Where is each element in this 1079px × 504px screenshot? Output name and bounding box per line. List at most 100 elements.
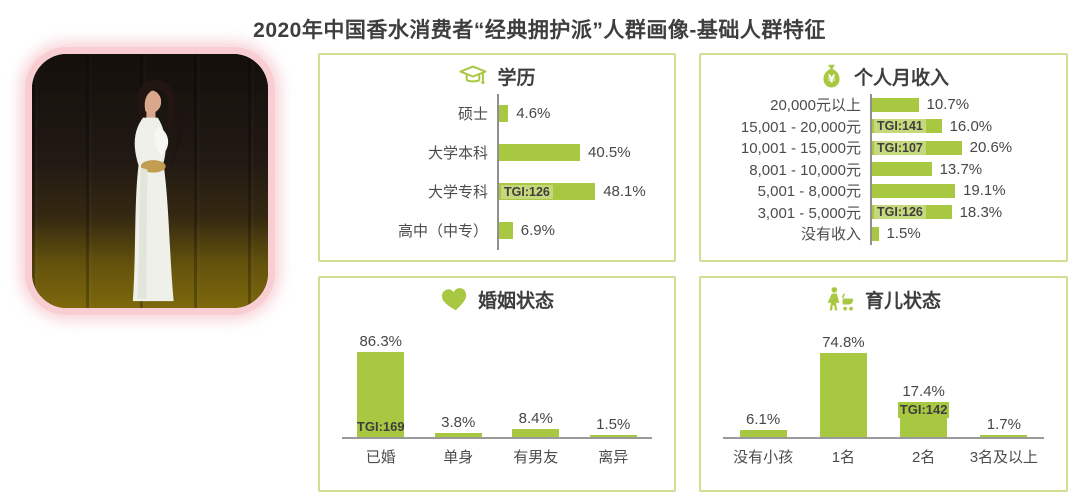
education-panel-header: 学历 (320, 55, 674, 92)
bar (872, 226, 879, 241)
bar-value: 1.7% (986, 416, 1021, 433)
bar: TGI:126 (872, 205, 952, 220)
bar-value: 8.4% (518, 409, 553, 427)
category-label: 1名 (831, 449, 856, 466)
bar-value: 10.7% (926, 96, 970, 114)
chart-row: 3,001 - 5,000元 TGI:126 18.3% (701, 201, 1066, 223)
tgi-badge: TGI:141 (874, 119, 926, 134)
bar (872, 97, 919, 112)
category-label: 高中（中专） (397, 223, 488, 240)
money-bag-icon: ¥ (818, 63, 845, 90)
bar-value: 40.5% (588, 144, 631, 161)
chart-row: 大学本科 40.5% (320, 133, 674, 172)
marriage-panel: 婚姻状态 86.3% TGI:169 3.8% 8.4% 1.5% 已婚 单身 有男友 离异 (318, 276, 676, 492)
graduation-cap-icon (458, 63, 488, 90)
plot-area: 86.3% TGI:169 3.8% 8.4% 1.5% (342, 325, 652, 439)
income-panel-header: ¥ 个人月收入 (701, 55, 1066, 92)
category-label: 硕士 (457, 106, 488, 123)
category-label: 8,001 - 10,000元 (749, 161, 861, 179)
marriage-panel-header: 婚姻状态 (320, 278, 674, 315)
chart-column: 86.3% TGI:169 (342, 333, 420, 437)
category-label: 大学专科 (427, 184, 488, 201)
parenting-panel: 育儿状态 6.1% 74.8% 17.4% TGI:142 1.7% 没有小孩 1名 2名 3名… (699, 276, 1068, 492)
category-label: 大学本科 (427, 145, 488, 162)
bar-track: TGI:126 48.1% (497, 172, 674, 211)
education-chart: 硕士 4.6% 大学本科 40.5% 大学专科 TGI:126 48.1% 高中（中专） 6.9… (320, 94, 674, 250)
chart-row: 硕士 4.6% (320, 94, 674, 133)
bar: TGI:107 (872, 140, 962, 155)
chart-row: 大学专科 TGI:126 48.1% (320, 172, 674, 211)
chart-row: 5,001 - 8,000元 19.1% (701, 180, 1066, 202)
category-label: 3,001 - 5,000元 (757, 204, 861, 222)
plot-area: 6.1% 74.8% 17.4% TGI:142 1.7% (723, 325, 1044, 439)
heart-icon (440, 286, 469, 313)
parenting-chart: 6.1% 74.8% 17.4% TGI:142 1.7% 没有小孩 1名 2名 3名及以上 (701, 325, 1066, 467)
bar: TGI:141 (872, 119, 942, 134)
chart-row: 20,000元以上 10.7% (701, 94, 1066, 116)
marriage-panel-title: 婚姻状态 (477, 291, 554, 312)
bar-track: TGI:126 18.3% (870, 201, 1066, 223)
bar (499, 144, 580, 161)
bar-track: TGI:141 16.0% (870, 115, 1066, 137)
bar-value: 17.4% (902, 382, 945, 400)
page-title: 2020年中国香水消费者“经典拥护派”人群画像-基础人群特征 (253, 19, 826, 42)
chart-column: 3.8% (420, 414, 498, 437)
bar: TGI:169 (356, 352, 405, 437)
bar-value: 4.6% (516, 105, 551, 122)
bar-track: 4.6% (497, 94, 674, 133)
bar-track: 10.7% (870, 94, 1066, 116)
income-chart: 20,000元以上 10.7% 15,001 - 20,000元 TGI:141 16.… (701, 94, 1066, 245)
bar-track: 1.5% (870, 223, 1066, 245)
svg-text:¥: ¥ (828, 72, 836, 85)
bar-value: 18.3% (959, 203, 1003, 221)
chart-column: 74.8% (803, 334, 883, 437)
tgi-badge: TGI:142 (897, 401, 950, 418)
bar (434, 433, 482, 437)
category-label: 3名及以上 (969, 449, 1039, 466)
bar-value: 1.5% (886, 225, 921, 243)
parenting-panel-title: 育儿状态 (864, 291, 941, 312)
bar-value: 19.1% (963, 182, 1006, 200)
chart-column: 17.4% TGI:142 (884, 383, 964, 437)
chart-column: 8.4% (497, 410, 575, 437)
bar (819, 353, 867, 437)
bar (739, 430, 787, 437)
tgi-badge: TGI:169 (356, 419, 405, 434)
category-label: 20,000元以上 (770, 97, 861, 115)
tgi-badge: TGI:107 (874, 140, 926, 155)
bar-value: 3.8% (441, 414, 476, 432)
category-label: 2名 (911, 449, 936, 466)
category-label: 没有小孩 (733, 449, 794, 466)
bar: TGI:126 (499, 183, 596, 200)
category-label: 单身 (443, 449, 474, 466)
bar (499, 105, 509, 122)
bar-value: 86.3% (359, 333, 403, 351)
consumer-portrait-photo (25, 47, 275, 315)
bar (512, 428, 560, 437)
mother-stroller-icon (826, 286, 856, 313)
category-axis: 没有小孩 1名 2名 3名及以上 (723, 446, 1044, 467)
bar (980, 435, 1028, 437)
category-label: 有男友 (513, 449, 559, 466)
bar-track: 19.1% (870, 180, 1066, 202)
marriage-chart: 86.3% TGI:169 3.8% 8.4% 1.5% 已婚 单身 有男友 离异 (320, 325, 674, 467)
tgi-badge: TGI:126 (501, 184, 553, 199)
bar-value: 48.1% (603, 183, 646, 200)
category-label: 5,001 - 8,000元 (757, 183, 861, 201)
category-label: 15,001 - 20,000元 (740, 118, 861, 136)
bar-track: 13.7% (870, 158, 1066, 180)
bar-value: 13.7% (939, 160, 983, 178)
chart-row: 高中（中专） 6.9% (320, 211, 674, 250)
bar (499, 222, 513, 239)
chart-row: 10,001 - 15,000元 TGI:107 20.6% (701, 137, 1066, 159)
category-axis: 已婚 单身 有男友 离异 (342, 446, 652, 467)
chart-row: 8,001 - 10,000元 13.7% (701, 158, 1066, 180)
chart-row: 没有收入 1.5% (701, 223, 1066, 245)
bar-value: 6.1% (746, 411, 781, 429)
income-panel: ¥ 个人月收入 20,000元以上 10.7% 15,001 - 20,000元 TG… (699, 53, 1068, 262)
chart-row: 15,001 - 20,000元 TGI:141 16.0% (701, 115, 1066, 137)
bar-value: 74.8% (822, 334, 865, 352)
chart-column: 1.7% (964, 416, 1044, 437)
category-label: 已婚 (365, 449, 396, 466)
